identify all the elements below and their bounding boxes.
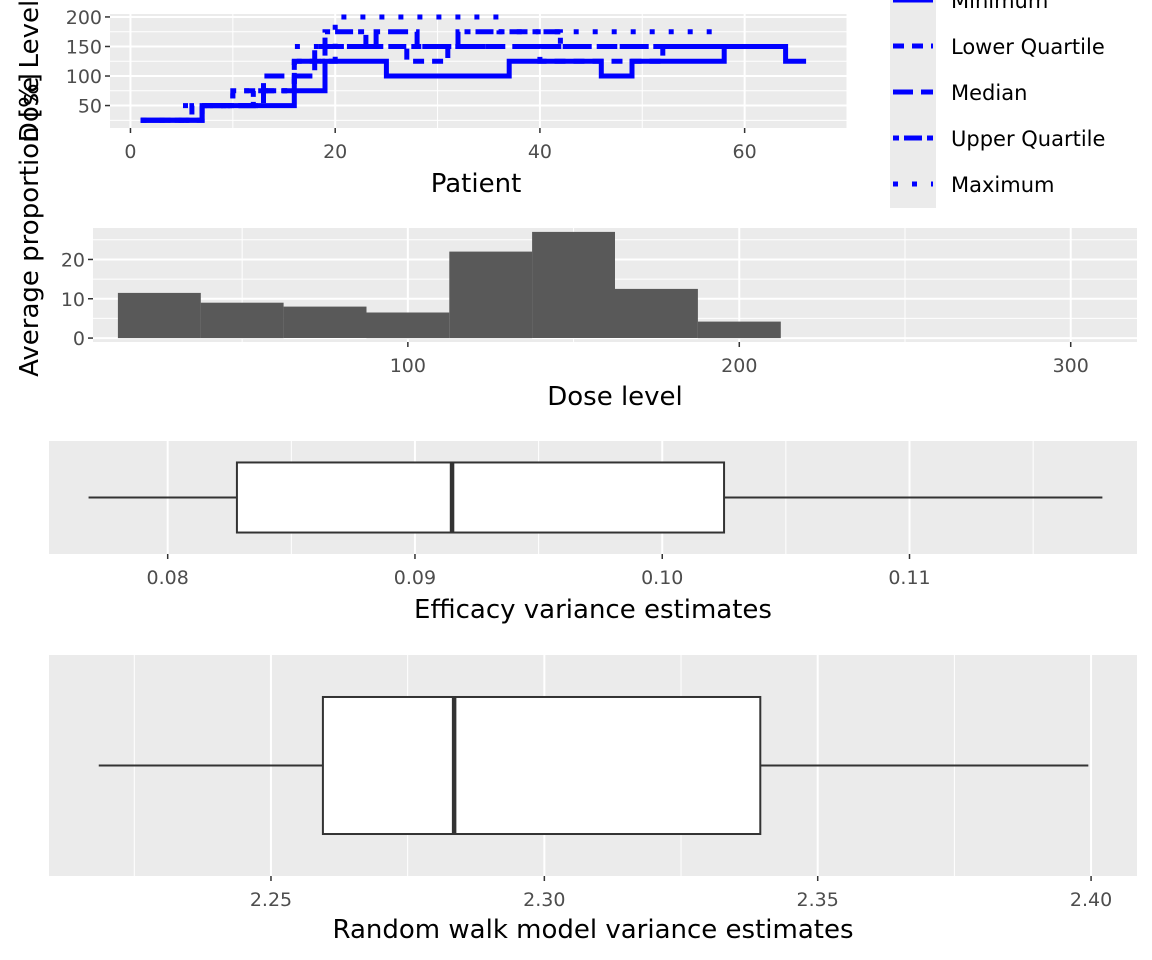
- proportion-ticks: 100 200 300 0 10 20: [61, 249, 1089, 377]
- bar: [117, 292, 201, 339]
- x-tick-label: 200: [721, 355, 757, 377]
- legend-items: Minimum Lower Quartile Median Upper Quartil…: [893, 0, 1105, 197]
- legend-label: Maximum: [951, 173, 1054, 197]
- legend: Minimum Lower Quartile Median Upper Quartil…: [890, 0, 1105, 208]
- bar: [449, 251, 533, 339]
- bar: [366, 312, 450, 339]
- random-walk-variance-panel: 2.25 2.30 2.35 2.40 Random walk model varia…: [49, 655, 1137, 945]
- efficacy-variance-x-axis-title: Efficacy variance estimates: [414, 595, 772, 625]
- random-walk-variance-ticks: 2.25 2.30 2.35 2.40: [250, 876, 1112, 911]
- bar: [615, 288, 698, 338]
- dose-level-panel: 0 20 40 60 50 100 150 200 Patient: [66, 7, 848, 199]
- y-tick-label: 50: [78, 96, 102, 118]
- dose-level-x-axis-title: Patient: [431, 169, 522, 199]
- x-tick-label: 0: [124, 141, 136, 163]
- x-tick-label: 300: [1053, 355, 1089, 377]
- dose-level-y-axis-title: Dose Level: [15, 0, 45, 142]
- y-tick-label: 150: [66, 36, 102, 58]
- proportion-bars: [117, 231, 781, 339]
- efficacy-variance-panel: 0.08 0.09 0.10 0.11 Efficacy variance estim…: [43, 441, 1137, 625]
- legend-label: Minimum: [951, 0, 1048, 13]
- legend-label: Upper Quartile: [951, 127, 1105, 151]
- y-tick-label: 20: [61, 249, 85, 271]
- proportion-x-axis-title: Dose level: [547, 382, 683, 412]
- x-tick-label: 40: [528, 141, 552, 163]
- x-tick-label: 0.09: [394, 567, 436, 589]
- random-walk-variance-x-axis-title: Random walk model variance estimates: [332, 915, 853, 945]
- efficacy-variance-boxplot: [88, 461, 1103, 534]
- x-tick-label: 0.11: [888, 567, 930, 589]
- legend-label: Lower Quartile: [951, 35, 1105, 59]
- legend-key-background: [890, 0, 936, 208]
- x-tick-label: 2.35: [797, 889, 839, 911]
- dose-level-ticks: 0 20 40 60 50 100 150 200: [66, 7, 757, 163]
- y-tick-label: 100: [66, 66, 102, 88]
- random-walk-variance-boxplot: [98, 695, 1089, 836]
- y-tick-label: 0: [73, 328, 85, 350]
- y-tick-label: 10: [61, 289, 85, 311]
- bar: [697, 321, 781, 339]
- proportion-y-axis-title: Average proportion [%]: [15, 73, 45, 377]
- box: [235, 461, 726, 534]
- series-line-maximum: [140, 14, 725, 123]
- box: [321, 695, 762, 836]
- x-tick-label: 2.25: [250, 889, 292, 911]
- x-tick-label: 60: [733, 141, 757, 163]
- legend-label: Median: [951, 81, 1027, 105]
- proportion-panel: 100 200 300 0 10 20 Dose level: [61, 228, 1137, 412]
- x-tick-label: 2.30: [523, 889, 565, 911]
- bar: [200, 302, 284, 339]
- x-tick-label: 100: [390, 355, 426, 377]
- efficacy-variance-ticks: 0.08 0.09 0.10 0.11: [147, 554, 931, 589]
- bar: [283, 306, 367, 338]
- dose-level-series: [140, 14, 807, 123]
- bar: [532, 231, 615, 338]
- x-tick-label: 0.08: [147, 567, 189, 589]
- x-tick-label: 0.10: [641, 567, 683, 589]
- series-line-upper-quartile: [140, 29, 725, 123]
- x-tick-label: 20: [323, 141, 347, 163]
- x-tick-label: 2.40: [1070, 889, 1112, 911]
- y-tick-label: 200: [66, 7, 102, 29]
